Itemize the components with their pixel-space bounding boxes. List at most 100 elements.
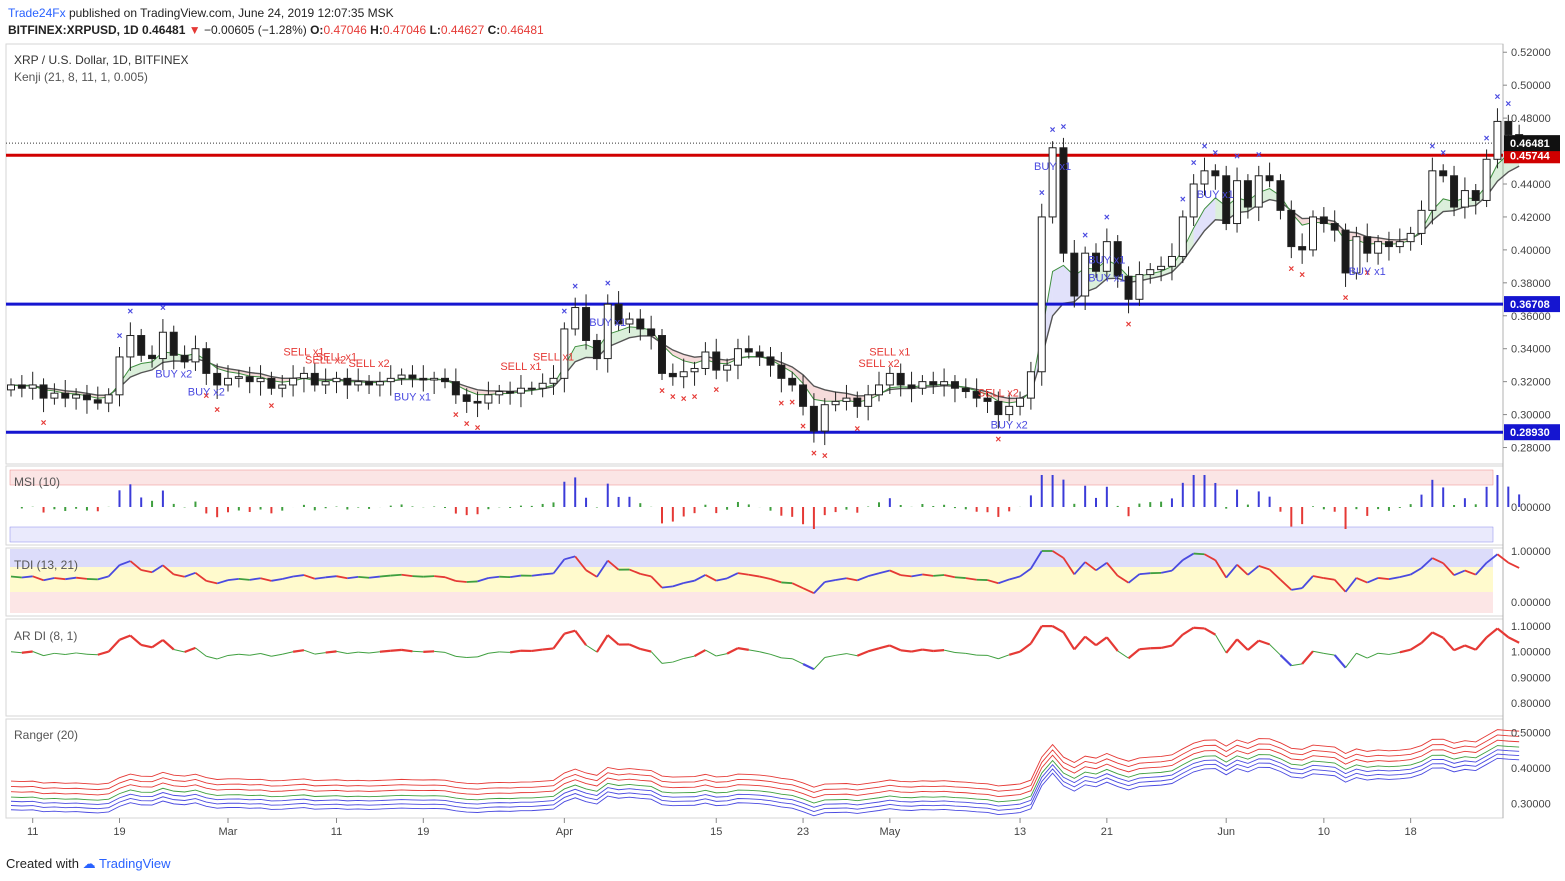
candle-body	[234, 376, 243, 379]
candle-body	[82, 394, 91, 401]
bear-x-marker: ×	[1126, 319, 1132, 330]
ranger-band-line	[10, 745, 1520, 804]
candle-body	[1059, 147, 1068, 254]
candle-body	[451, 381, 460, 396]
ranger-pane[interactable]	[10, 729, 1520, 817]
ardi-line-segment	[509, 649, 522, 654]
tdi-line-segment	[466, 580, 478, 583]
kenji-cloud-segment	[466, 386, 478, 395]
tdi-line-segment	[1388, 576, 1400, 580]
ardi-pane[interactable]	[10, 625, 1520, 671]
bear-x-marker: ×	[214, 405, 220, 416]
ardi-line-segment	[824, 654, 836, 658]
candle-body	[799, 384, 808, 407]
tdi-pane[interactable]	[10, 549, 1520, 613]
ardi-line-segment	[726, 647, 739, 655]
candle-body	[1428, 170, 1437, 211]
buy-signal-label: BUY x1	[589, 317, 626, 329]
ardi-line-segment	[336, 650, 348, 654]
ardi-line-segment	[1029, 625, 1043, 645]
ardi-line-segment	[1269, 644, 1281, 656]
y-tick-label: 0.36000	[1511, 311, 1551, 323]
bull-x-marker: ×	[1256, 150, 1262, 161]
candle-body	[1265, 175, 1274, 182]
tdi-line-segment	[640, 573, 652, 578]
publisher-name[interactable]: Trade24Fx	[8, 6, 66, 20]
buy-signal-label: BUY x1	[1088, 273, 1125, 285]
ardi-line-segment	[216, 654, 229, 660]
ardi-line-segment	[1420, 631, 1434, 644]
msi-pane[interactable]	[9, 469, 1521, 543]
ardi-line-segment	[358, 651, 370, 654]
ardi-line-segment	[1193, 626, 1205, 630]
tdi-line-segment	[390, 573, 402, 577]
tdi-line-segment	[1507, 561, 1520, 569]
ardi-line-segment	[552, 633, 566, 650]
msi-lower-band	[9, 526, 1494, 543]
candle-body	[983, 397, 992, 402]
candle-body	[191, 348, 200, 363]
tdi-line-segment	[97, 575, 109, 581]
tdi-line-segment	[867, 572, 880, 578]
candle-body	[1243, 180, 1252, 208]
tdi-line-segment	[1139, 572, 1151, 576]
ardi-line-segment	[1507, 636, 1520, 644]
y-tick-label: 0.44000	[1511, 179, 1551, 191]
ardi-line-segment	[1105, 636, 1119, 652]
candle-body	[1200, 170, 1209, 185]
candle-body	[1309, 216, 1317, 251]
candle-body	[625, 318, 634, 325]
candle-body	[375, 381, 384, 386]
tdi-line-segment	[368, 575, 381, 579]
ardi-line-segment	[748, 649, 760, 653]
close-value: 0.46481	[500, 23, 544, 37]
tdi-line-segment	[401, 573, 413, 577]
tdi-label: TDI (13, 21)	[14, 558, 78, 572]
tdi-line-segment	[1019, 567, 1032, 578]
candle-body	[495, 391, 504, 396]
tdi-line-segment	[607, 559, 620, 571]
price-pane[interactable]: × × × × × × × × × × × × × × × × × × × × × × × × × × × × × × × × × × × × × × × ×…	[6, 92, 1524, 462]
sell-signal-label: SELL x1	[500, 361, 541, 373]
tradingview-brand[interactable]: TradingView	[99, 856, 171, 871]
tdi-line-segment	[10, 575, 22, 579]
tdi-line-segment	[542, 572, 554, 576]
tdi-line-segment	[336, 575, 348, 580]
tdi-line-segment	[1420, 557, 1433, 569]
footer: Created with ☁ TradingView	[6, 856, 171, 872]
chart-area[interactable]: × × × × × × × × × × × × × × × × × × × × × × × × × × × × × × × × × × × × × × × ×…	[0, 42, 1565, 854]
candle-body	[484, 394, 493, 404]
candle-body	[950, 381, 959, 389]
candle-body	[1037, 216, 1046, 373]
candle-body	[1157, 265, 1166, 271]
ardi-line-segment	[271, 653, 283, 657]
ardi-line-segment	[466, 656, 478, 658]
tdi-line-segment	[1052, 550, 1064, 559]
ardi-line-segment	[1247, 639, 1260, 651]
candle-body	[1092, 252, 1100, 272]
tdi-line-segment	[1106, 562, 1119, 577]
candle-body	[245, 376, 254, 383]
buy-signal-label: BUY x2	[155, 368, 192, 380]
buy-signal-label: BUY x1	[394, 391, 431, 403]
candle-body	[1493, 120, 1502, 160]
ardi-line-segment	[629, 643, 641, 650]
candle-body	[158, 331, 167, 360]
candle-body	[896, 372, 905, 386]
ardi-line-segment	[21, 650, 33, 654]
candle-body	[397, 374, 406, 379]
candle-body	[202, 348, 211, 374]
tdi-line-segment	[1117, 575, 1130, 584]
tdi-line-segment	[206, 580, 218, 585]
buy-signal-label: BUY x1	[1088, 255, 1125, 267]
created-with-text: Created with	[6, 856, 79, 871]
candle-body	[278, 384, 287, 389]
candle-body	[712, 351, 721, 371]
bear-x-marker: ×	[789, 398, 795, 409]
candle-body	[299, 372, 308, 379]
candle-body	[701, 351, 710, 369]
symbol-label[interactable]: BITFINEX:XRPUSD, 1D	[8, 23, 139, 37]
ardi-line-segment	[1236, 638, 1249, 651]
tdi-line-segment	[835, 577, 847, 581]
tdi-line-segment	[1323, 577, 1335, 581]
